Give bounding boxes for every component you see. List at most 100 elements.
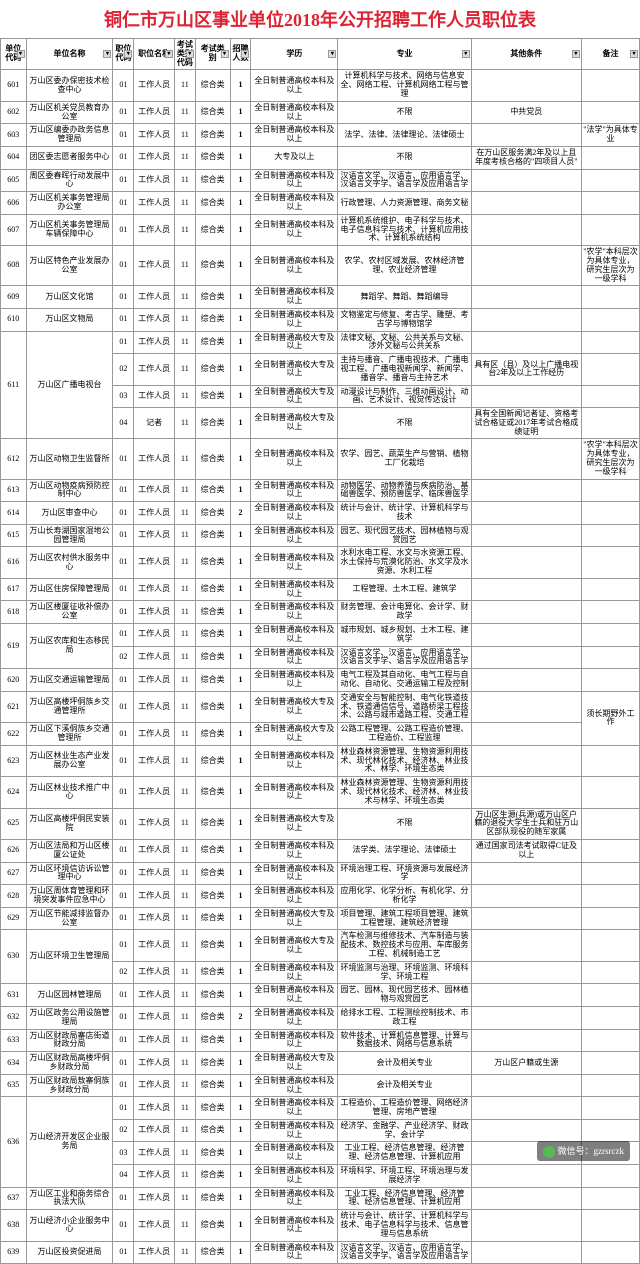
- cell-e: 全日制普通高校本科及以上: [251, 124, 338, 147]
- filter-arrow-icon[interactable]: ▾: [221, 50, 229, 58]
- cell-tn: 综合类: [195, 1029, 230, 1052]
- cell-r: [581, 331, 639, 354]
- cell-o: [471, 1006, 581, 1029]
- cell-e: 全日制普通高校本科及以上: [251, 1097, 338, 1120]
- filter-arrow-icon[interactable]: ▾: [328, 50, 336, 58]
- cell-n: 万山区审查中心: [26, 502, 113, 525]
- cell-r: [581, 1165, 639, 1188]
- cell-m: 计算机系统维护、电子科学与技术、电子信息科学与技术、计算机应用技术、计算机系统结…: [338, 214, 471, 245]
- col-header-6[interactable]: 招聘人数▾: [230, 39, 251, 70]
- filter-arrow-icon[interactable]: ▾: [186, 50, 194, 58]
- cell-o: [471, 286, 581, 309]
- cell-pn: 工作人员: [134, 101, 175, 124]
- cell-pn: 工作人员: [134, 745, 175, 776]
- cell-c: 607: [1, 214, 27, 245]
- col-header-7[interactable]: 学历▾: [251, 39, 338, 70]
- filter-arrow-icon[interactable]: ▾: [630, 50, 638, 58]
- col-header-1[interactable]: 单位名称▾: [26, 39, 113, 70]
- cell-pn: 工作人员: [134, 308, 175, 331]
- cell-tn: 综合类: [195, 624, 230, 647]
- cell-e: 全日制普通高校大专及以上: [251, 691, 338, 722]
- filter-arrow-icon[interactable]: ▾: [462, 50, 470, 58]
- cell-p: 01: [113, 502, 134, 525]
- cell-q: 1: [230, 146, 251, 169]
- cell-p: 01: [113, 308, 134, 331]
- cell-n: 万山区编委办政务信息管理局: [26, 124, 113, 147]
- cell-r: [581, 669, 639, 692]
- cell-tn: 综合类: [195, 1210, 230, 1241]
- cell-r: "农学"本科层次为具体专业，研究生层次为一级学科: [581, 246, 639, 286]
- cell-o: [471, 984, 581, 1007]
- cell-c: 627: [1, 862, 27, 885]
- cell-tn: 综合类: [195, 691, 230, 722]
- cell-m: 园艺、园林、现代园艺技术、园林植物与观赏园艺: [338, 984, 471, 1007]
- table-row: 619万山区农库和生态移民局01工作人员11综合类1全日制普通高校本科及以上城市…: [1, 624, 640, 647]
- cell-p: 01: [113, 524, 134, 547]
- cell-p: 01: [113, 624, 134, 647]
- cell-e: 全日制普通高校大专及以上: [251, 723, 338, 746]
- filter-arrow-icon[interactable]: ▾: [241, 50, 249, 58]
- filter-arrow-icon[interactable]: ▾: [165, 50, 173, 58]
- cell-p: 02: [113, 961, 134, 984]
- cell-c: 613: [1, 479, 27, 502]
- cell-o: 具有全国新闻记者证、资格考试合格证或2017年考试合格成绩证明: [471, 408, 581, 439]
- col-header-8[interactable]: 专业▾: [338, 39, 471, 70]
- col-header-5[interactable]: 考试类别▾: [195, 39, 230, 70]
- cell-pn: 工作人员: [134, 646, 175, 669]
- cell-tc: 11: [174, 808, 195, 839]
- table-row: 630万山区环境卫生管理局01工作人员11综合类1全日制普通高校大专及以上汽车检…: [1, 930, 640, 961]
- cell-tc: 11: [174, 1029, 195, 1052]
- cell-tc: 11: [174, 246, 195, 286]
- cell-e: 全日制普通高校本科及以上: [251, 1165, 338, 1188]
- cell-tc: 11: [174, 146, 195, 169]
- cell-e: 全日制普通高校本科及以上: [251, 1142, 338, 1165]
- cell-tc: 11: [174, 214, 195, 245]
- page-title: 铜仁市万山区事业单位2018年公开招聘工作人员职位表: [0, 0, 640, 38]
- cell-c: 620: [1, 669, 27, 692]
- cell-c: 605: [1, 169, 27, 192]
- cell-e: 全日制普通高校本科及以上: [251, 214, 338, 245]
- cell-q: 1: [230, 408, 251, 439]
- cell-m: 法学类、法学理论、法律硕士: [338, 839, 471, 862]
- col-header-0[interactable]: 单位代码▾: [1, 39, 27, 70]
- cell-pn: 工作人员: [134, 1241, 175, 1264]
- cell-m: 统计与会计、统计学、计算机科学与技术: [338, 502, 471, 525]
- col-header-4[interactable]: 考试类别代码▾: [174, 39, 195, 70]
- cell-o: 具有区（县）及以上广播电视台2年及以上工作经历: [471, 354, 581, 385]
- cell-o: [471, 70, 581, 101]
- cell-pn: 工作人员: [134, 984, 175, 1007]
- cell-pn: 工作人员: [134, 331, 175, 354]
- cell-e: 全日制普通高校本科及以上: [251, 308, 338, 331]
- cell-m: 工业工程、经济信息管理、经济管理、经济信息管理、计算机应用: [338, 1142, 471, 1165]
- filter-arrow-icon[interactable]: ▾: [103, 50, 111, 58]
- table-row: 631万山区园林管理局01工作人员11综合类1全日制普通高校本科及以上园艺、园林…: [1, 984, 640, 1007]
- table-row: 624万山区林业技术推广中心01工作人员11综合类1全日制普通高校本科及以上林业…: [1, 777, 640, 808]
- cell-c: 622: [1, 723, 27, 746]
- table-row: 602万山区机关党员教育办公室01工作人员11综合类1全日制普通高校本科及以上不…: [1, 101, 640, 124]
- cell-tc: 11: [174, 930, 195, 961]
- cell-e: 全日制普通高校大专及以上: [251, 385, 338, 408]
- table-row: 618万山区楼厦征收补偿办公室01工作人员11综合类1全日制普通高校本科及以上财…: [1, 601, 640, 624]
- cell-tn: 综合类: [195, 862, 230, 885]
- table-row: 606万山区机关事务管理局办公室01工作人员11综合类1全日制普通高校本科及以上…: [1, 192, 640, 215]
- col-header-3[interactable]: 职位名称▾: [134, 39, 175, 70]
- col-header-9[interactable]: 其他条件▾: [471, 39, 581, 70]
- cell-p: 01: [113, 745, 134, 776]
- cell-p: 01: [113, 286, 134, 309]
- filter-arrow-icon[interactable]: ▾: [124, 50, 132, 58]
- cell-n: 万山区林业生态产业发展办公室: [26, 745, 113, 776]
- cell-m: 法学、法律、法律理论、法律硕士: [338, 124, 471, 147]
- cell-m: 汉语言文学、汉语言、应用语言学、汉语言文字学、语言学及应用语言学: [338, 1241, 471, 1264]
- cell-m: 林业森林资源管理、生物资源利用技术、现代林化技术、经济林、林业技术与林学、环境生…: [338, 777, 471, 808]
- filter-arrow-icon[interactable]: ▾: [17, 50, 25, 58]
- col-header-2[interactable]: 职位代码▾: [113, 39, 134, 70]
- cell-pn: 工作人员: [134, 777, 175, 808]
- table-row: 604团区委志愿者服务中心01工作人员11综合类1大专及以上不限在万山区服务满2…: [1, 146, 640, 169]
- cell-o: [471, 246, 581, 286]
- col-header-10[interactable]: 备注▾: [581, 39, 639, 70]
- filter-arrow-icon[interactable]: ▾: [572, 50, 580, 58]
- cell-c: 624: [1, 777, 27, 808]
- cell-n: 万山区下溪侗族乡交通管理所: [26, 723, 113, 746]
- cell-r: [581, 385, 639, 408]
- cell-c: 625: [1, 808, 27, 839]
